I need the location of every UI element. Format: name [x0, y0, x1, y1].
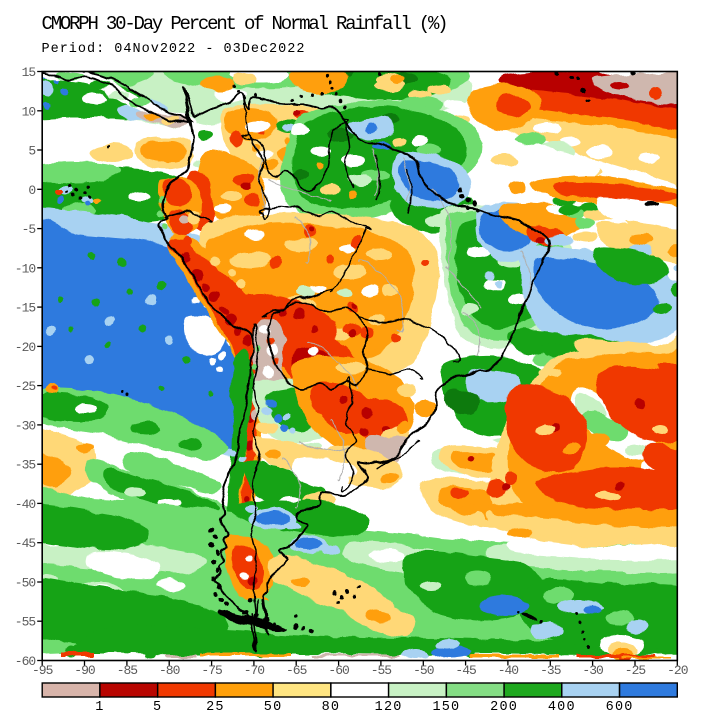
svg-text:-5: -5	[22, 222, 36, 237]
svg-text:-20: -20	[15, 340, 36, 355]
svg-text:25: 25	[206, 700, 225, 715]
svg-text:Period: 04Nov2022 - 03Dec2022: Period: 04Nov2022 - 03Dec2022	[42, 42, 306, 57]
svg-text:-45: -45	[15, 536, 36, 551]
svg-text:-75: -75	[201, 663, 222, 678]
svg-text:-40: -40	[15, 497, 36, 512]
svg-text:-95: -95	[32, 663, 53, 678]
svg-text:50: 50	[264, 700, 283, 715]
svg-text:400: 400	[548, 700, 576, 715]
svg-text:600: 600	[606, 700, 634, 715]
svg-text:15: 15	[22, 65, 36, 80]
svg-text:-55: -55	[371, 663, 392, 678]
svg-text:0: 0	[28, 183, 35, 198]
svg-text:-30: -30	[582, 663, 603, 678]
svg-text:-40: -40	[498, 663, 519, 678]
svg-text:5: 5	[153, 700, 162, 715]
svg-text:-60: -60	[328, 663, 349, 678]
svg-text:-50: -50	[15, 576, 36, 591]
svg-text:-80: -80	[159, 663, 180, 678]
svg-text:-35: -35	[15, 458, 36, 473]
svg-text:150: 150	[432, 700, 460, 715]
svg-text:-90: -90	[74, 663, 95, 678]
svg-text:-10: -10	[15, 261, 36, 276]
svg-text:-45: -45	[455, 663, 476, 678]
svg-text:-85: -85	[117, 663, 138, 678]
svg-text:-55: -55	[15, 615, 36, 630]
svg-text:-15: -15	[15, 301, 36, 316]
svg-text:5: 5	[28, 144, 35, 159]
svg-text:-50: -50	[413, 663, 434, 678]
svg-text:1: 1	[95, 700, 104, 715]
svg-text:10: 10	[22, 104, 36, 119]
svg-text:-65: -65	[286, 663, 307, 678]
svg-text:200: 200	[490, 700, 518, 715]
svg-text:-60: -60	[15, 654, 36, 669]
svg-text:-35: -35	[540, 663, 561, 678]
svg-text:-25: -25	[15, 379, 36, 394]
svg-text:CMORPH 30-Day Percent of Norma: CMORPH 30-Day Percent of Normal Rainfall…	[42, 13, 447, 35]
svg-text:80: 80	[322, 700, 341, 715]
svg-text:-20: -20	[667, 663, 688, 678]
svg-text:-30: -30	[15, 418, 36, 433]
svg-text:120: 120	[375, 700, 403, 715]
svg-text:-25: -25	[625, 663, 646, 678]
svg-text:-70: -70	[244, 663, 265, 678]
